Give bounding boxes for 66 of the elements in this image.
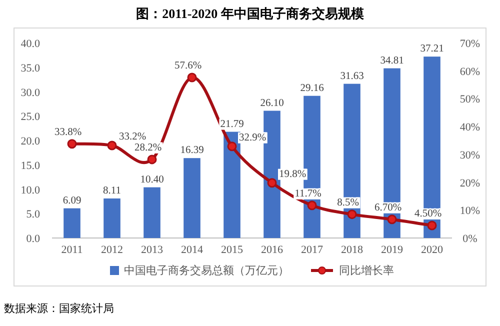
y2-tick-label: 0% [462,233,478,245]
point [107,140,117,150]
x-tick-label: 2018 [341,244,364,256]
legend-label: 同比增长率 [339,264,394,277]
y-tick-label: 15.0 [20,160,40,172]
point [147,154,157,164]
y2-tick-label: 40% [460,122,480,134]
point [387,214,397,224]
x-tick-label: 2019 [381,244,404,256]
y-tick-label: 25.0 [20,111,40,124]
bar [184,158,200,238]
data-label: 28.2% [134,142,162,154]
data-label: 33.2% [119,132,146,143]
y-tick-label: 0.0 [26,233,40,245]
y-tick-label: 35.0 [20,62,40,74]
y-tick-label: 30.0 [20,86,40,99]
x-tick-label: 2011 [61,244,83,256]
data-label: 19.8% [279,168,306,180]
point [307,200,317,210]
data-label: 33.8% [54,126,82,138]
x-tick-label: 2020 [421,244,444,256]
x-tick-label: 2017 [301,244,324,256]
data-label: 21.79 [220,118,244,130]
y-tick-label: 5.0 [26,208,40,221]
data-label: 6.09 [62,195,82,206]
point [187,72,197,82]
x-tick-label: 2016 [261,244,284,256]
data-label: 32.9% [239,132,266,144]
y-tick-label: 10.0 [20,184,40,196]
y2-tick-label: 50% [460,94,480,106]
data-label: 31.63 [340,70,364,82]
y2-tick-label: 30% [460,149,480,162]
data-label: 16.39 [180,145,204,156]
x-tick-label: 2014 [181,244,204,256]
point [227,142,237,152]
x-tick-label: 2012 [101,244,123,256]
legend-label: 中国电子商务交易总额（万亿元） [124,264,289,277]
x-tick-label: 2015 [221,244,244,256]
data-label: 37.21 [420,44,444,55]
data-label: 6.70% [374,202,402,214]
y2-tick-label: 20% [460,177,480,190]
data-label: 34.81 [380,55,404,66]
bar [224,132,240,238]
title: 图：2011-2020 年中国电子商务交易规模 [136,6,364,21]
x-tick-label: 2013 [141,244,164,256]
bar [104,198,120,238]
point [427,220,437,230]
data-label: 10.40 [140,174,164,186]
y-tick-label: 20.0 [20,136,40,148]
data-label: 8.5% [337,197,360,208]
point [347,210,357,220]
y2-tick-label: 70% [460,38,480,50]
data-label: 4.50% [414,208,442,220]
y2-tick-label: 60% [460,66,480,78]
point [267,178,277,188]
annotation: 数据来源：国家统计局 [4,302,114,315]
bar [64,208,80,238]
point [67,139,77,149]
y-tick-label: 40.0 [20,38,40,50]
data-label: 57.6% [174,60,202,72]
y2-tick-label: 10% [460,205,480,218]
data-label: 11.7% [294,188,322,200]
data-label: 26.10 [260,98,284,109]
bar [144,187,160,238]
data-label: 8.11 [103,185,121,196]
data-label: 29.16 [300,82,324,94]
